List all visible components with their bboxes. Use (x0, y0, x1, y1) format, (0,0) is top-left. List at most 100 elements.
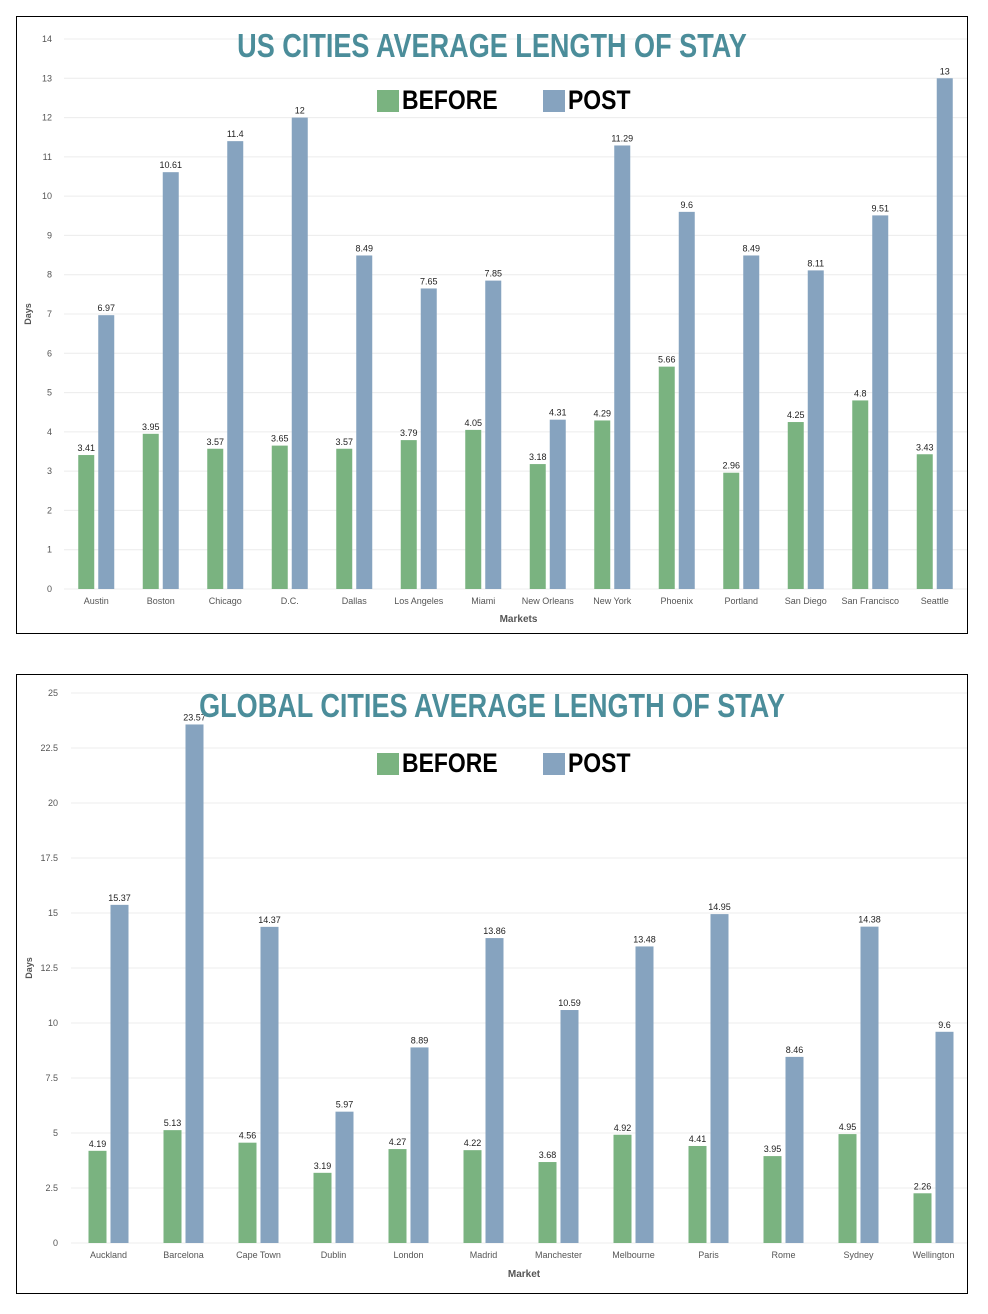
bar-post (860, 926, 879, 1243)
y-tick-label: 13 (42, 73, 52, 83)
data-label-post: 9.6 (680, 200, 693, 210)
data-label-post: 9.51 (871, 203, 889, 213)
legend-label-post: POST (567, 85, 631, 115)
data-label-post: 7.65 (420, 276, 438, 286)
bar-before (723, 472, 740, 589)
y-tick-label: 25 (48, 688, 58, 698)
data-label-before: 4.05 (464, 418, 482, 428)
bar-post (678, 211, 695, 589)
bar-post (420, 288, 437, 589)
bar-post (549, 419, 566, 589)
x-tick-label: Chicago (209, 596, 242, 606)
x-tick-label: New Orleans (522, 596, 575, 606)
x-tick-label: Wellington (913, 1250, 955, 1260)
bar-before (688, 1145, 707, 1243)
data-label-post: 14.37 (258, 915, 281, 925)
data-label-before: 4.29 (593, 408, 611, 418)
data-label-post: 23.57 (183, 712, 206, 722)
x-tick-label: Austin (84, 596, 109, 606)
bar-before (916, 454, 933, 589)
x-tick-label: D.C. (281, 596, 299, 606)
bar-before (400, 440, 417, 589)
data-label-post: 11.4 (227, 129, 244, 139)
bar-before (238, 1142, 257, 1243)
data-label-before: 3.57 (206, 437, 224, 447)
x-tick-label: Manchester (535, 1250, 582, 1260)
bar-post (227, 141, 244, 589)
us-legend: BEFORE POST (377, 85, 669, 116)
bar-post (335, 1111, 354, 1243)
data-label-post: 13 (940, 66, 950, 76)
bar-post (185, 724, 204, 1243)
bar-post (807, 270, 824, 589)
us-chart-title: US CITIES AVERAGE LENGTH OF STAY (237, 27, 747, 64)
bar-before (78, 455, 95, 589)
global-chart-title: GLOBAL CITIES AVERAGE LENGTH OF STAY (199, 687, 785, 724)
y-tick-label: 5 (47, 388, 52, 398)
us-legend-post: POST (542, 85, 642, 116)
bar-post (485, 280, 502, 589)
data-label-before: 3.19 (314, 1161, 332, 1171)
bar-before (207, 448, 224, 589)
us-chart-panel: 0 1 2 3 4 5 6 7 8 9 10 11 12 13 14 Days 3.41 6.97 Austin 3.… (16, 16, 968, 634)
y-tick-label: 7 (47, 309, 52, 319)
y-tick-label: 2 (47, 505, 52, 515)
y-axis-label: Days (23, 303, 33, 325)
y-tick-label: 20 (48, 798, 58, 808)
bar-before (594, 420, 611, 589)
bar-before (336, 448, 353, 589)
data-label-post: 4.31 (549, 408, 567, 418)
bar-post (614, 145, 631, 589)
data-label-post: 5.97 (336, 1100, 354, 1110)
bar-post (98, 315, 115, 589)
y-tick-label: 11 (43, 152, 52, 162)
data-label-before: 2.96 (722, 461, 740, 471)
bar-post (162, 172, 179, 589)
data-label-post: 10.61 (159, 160, 182, 170)
data-label-before: 4.95 (839, 1122, 857, 1132)
data-label-before: 4.92 (614, 1123, 632, 1133)
data-label-post: 14.95 (708, 902, 731, 912)
x-tick-label: Sydney (843, 1250, 874, 1260)
x-tick-label: Dallas (342, 596, 368, 606)
global-bar-chart: 0 2.5 5 7.5 10 12.5 15 17.5 20 22.5 25 Days 4.19 15.3… (24, 688, 967, 1280)
data-label-post: 8.11 (807, 258, 824, 268)
x-axis-label: Markets (500, 614, 538, 625)
bar-before (787, 422, 804, 589)
data-label-post: 14.38 (858, 915, 881, 925)
bar-before (142, 433, 159, 589)
bar-before (658, 366, 675, 589)
y-tick-label: 1 (47, 545, 52, 555)
x-tick-label: London (393, 1250, 423, 1260)
data-label-before: 4.19 (89, 1139, 107, 1149)
y-tick-label: 10 (48, 1018, 58, 1028)
data-label-post: 9.6 (938, 1020, 951, 1030)
data-label-post: 12 (295, 106, 305, 116)
x-tick-label: Portland (724, 596, 758, 606)
legend-swatch-post (542, 89, 565, 112)
data-label-post: 8.49 (742, 243, 760, 253)
bar-before (913, 1193, 932, 1243)
y-tick-label: 5 (53, 1128, 58, 1138)
y-tick-label: 22.5 (40, 743, 58, 753)
data-label-post: 15.37 (108, 893, 131, 903)
y-tick-label: 10 (42, 191, 52, 201)
x-tick-label: Los Angeles (394, 596, 444, 606)
x-tick-label: New York (593, 596, 632, 606)
x-tick-label: Boston (147, 596, 175, 606)
x-tick-label: Seattle (921, 596, 949, 606)
bar-post (291, 117, 308, 590)
y-tick-label: 12.5 (40, 963, 58, 973)
bar-post (356, 255, 373, 589)
bar-post (635, 946, 654, 1243)
y-tick-label: 2.5 (45, 1183, 58, 1193)
data-label-post: 11.29 (611, 133, 633, 143)
bar-before (271, 445, 288, 589)
bar-before (529, 464, 546, 589)
y-tick-label: 4 (47, 427, 52, 437)
data-label-before: 4.25 (787, 410, 805, 420)
y-tick-label: 14 (42, 34, 52, 44)
data-label-before: 3.18 (529, 452, 547, 462)
y-tick-label: 9 (47, 230, 52, 240)
bar-before (852, 400, 869, 589)
